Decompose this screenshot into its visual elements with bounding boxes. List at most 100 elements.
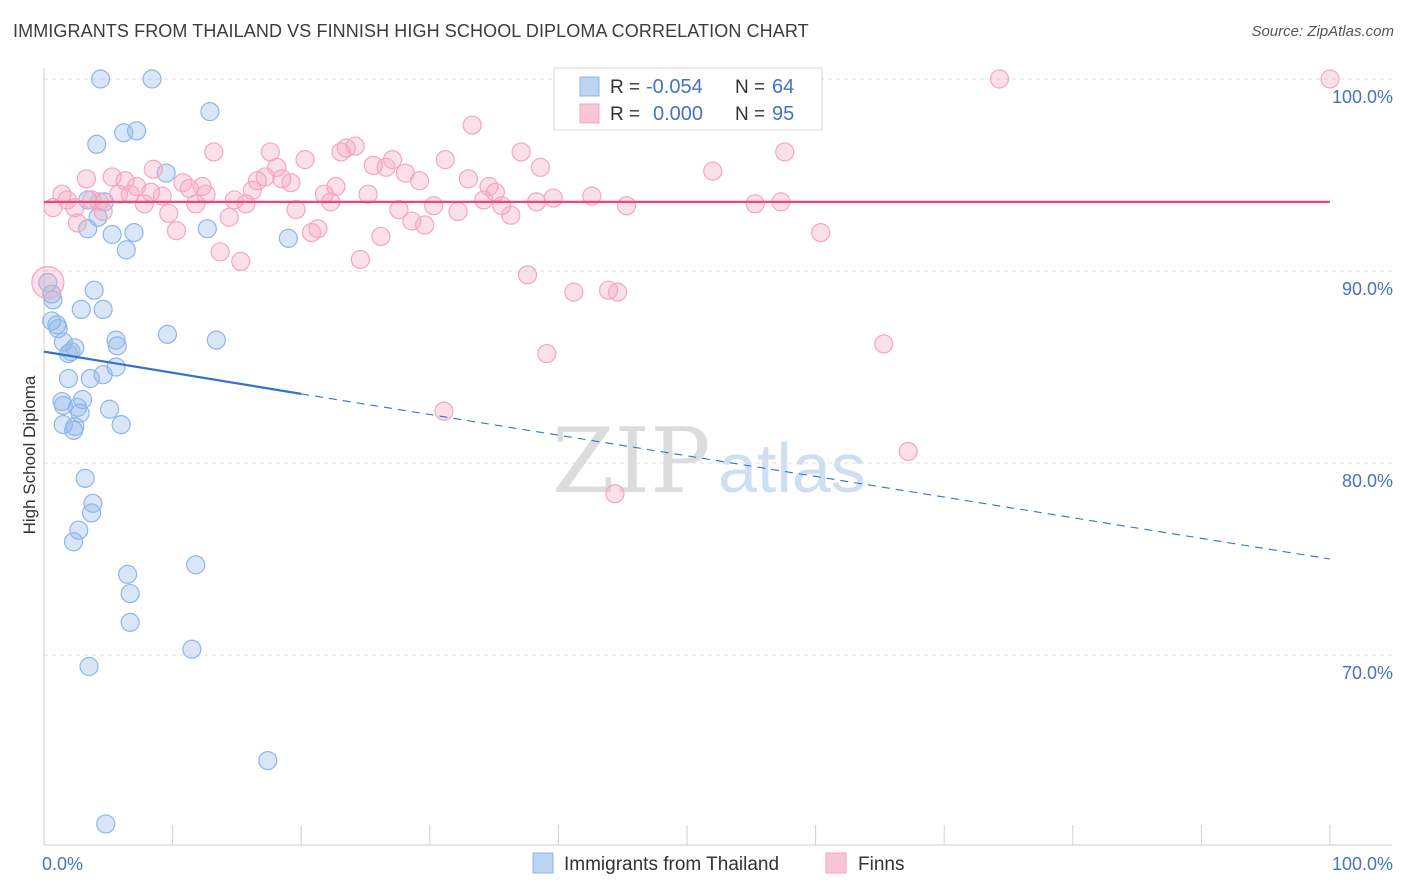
finns-point [219,207,239,227]
bottom-legend-label-thailand: Immigrants from Thailand [564,854,779,875]
thailand-point [106,330,126,350]
thailand-point [258,750,278,771]
axes [43,68,1392,846]
thailand-point [63,420,84,440]
trend-lines [43,200,1331,560]
thailand-point [71,299,91,319]
finns-point [775,142,795,162]
thailand-point [116,240,136,260]
finns-point [186,194,206,214]
watermark: ZIP atlas [552,409,866,514]
y-tick-label: 80.0% [1342,471,1393,491]
finns-point [93,201,113,222]
finns-point [415,215,435,235]
finns-point [231,251,251,271]
finns-point [811,223,831,243]
legend-n-label-finns: N = [735,104,765,125]
y-tick-label: 90.0% [1342,279,1393,299]
finns-point [76,169,97,189]
finns-point [52,184,72,204]
finns-point [196,184,216,204]
finns-point [1320,69,1340,89]
y-tick-label: 100.0% [1332,87,1393,107]
finns-point [462,115,482,135]
series-legend: Immigrants from Thailand Finns [532,852,904,875]
finns-point [382,150,403,170]
thailand-point [99,399,120,419]
thailand-point [126,121,147,141]
finns-point [281,173,301,193]
thailand-point [87,134,107,154]
y-tick-label: 70.0% [1342,663,1393,683]
finns-point [152,186,172,206]
finns-point [424,196,444,216]
thailand-point [197,219,217,239]
finns-point [134,194,154,214]
thailand-point [124,223,144,243]
finns-point [402,211,422,231]
finns-point [159,203,179,223]
finns-point [616,196,637,216]
finns-point [501,205,521,225]
finns-point [511,142,531,162]
watermark-atlas: atlas [718,429,866,507]
source-label: Source: ZipAtlas.com [1251,23,1394,40]
thailand-point [111,415,131,435]
thailand-trend-dashed [301,393,1331,560]
finns-point [564,282,584,302]
thailand-point [142,69,162,89]
legend-r-label-thailand: R = [610,77,640,98]
legend-n-value-thailand: 64 [772,76,794,98]
thailand-point [53,332,73,352]
thailand-point [156,163,176,183]
finns-point [126,176,147,197]
finns-point [607,282,628,302]
finns-point [81,190,102,210]
bottom-legend-label-finns: Finns [858,854,904,875]
finns-point [530,157,550,177]
thailand-point [107,336,127,356]
chart-title: IMMIGRANTS FROM THAILAND VS FINNISH HIGH… [13,21,809,41]
finns-point [308,219,328,239]
finns-point [358,184,378,204]
finns-point [543,188,563,208]
finns-point [314,184,334,204]
stats-legend: R = -0.054 N = 64 R = 0.000 N = 95 [553,67,823,131]
legend-r-value-thailand: -0.054 [646,76,703,98]
legend-swatch-thailand [579,76,600,97]
thailand-point [157,324,178,344]
finns-point [898,441,918,462]
thailand-point [63,532,84,552]
thailand-point [38,272,58,293]
finns-point [204,142,224,162]
x-tick-labels: 0.0% 100.0% [42,854,1393,874]
thailand-point [120,612,140,632]
finns-point [376,157,396,177]
thailand-point [96,814,116,834]
thailand-point [200,102,220,122]
legend-n-value-finns: 95 [772,103,794,125]
finns-point [458,169,478,189]
finns-point [331,142,351,162]
finns-point [224,190,244,210]
finns-point [120,184,140,204]
finns-point [143,159,163,179]
finns-point [31,265,65,300]
x-tick-label-max: 100.0% [1332,854,1393,874]
finns-point [210,242,230,262]
finns-point [286,199,306,220]
finns-point [57,190,77,210]
finns-point [65,198,85,218]
finns-point [605,484,625,504]
finns-point [537,343,557,364]
thailand-point [42,311,62,331]
thailand-point [80,368,100,389]
thailand-point [102,224,122,245]
thailand-point [186,555,206,575]
series-finns-points [31,69,1340,504]
thailand-point [93,365,113,385]
finns-point [874,334,894,354]
finns-point [989,69,1010,89]
thailand-point [58,368,79,389]
